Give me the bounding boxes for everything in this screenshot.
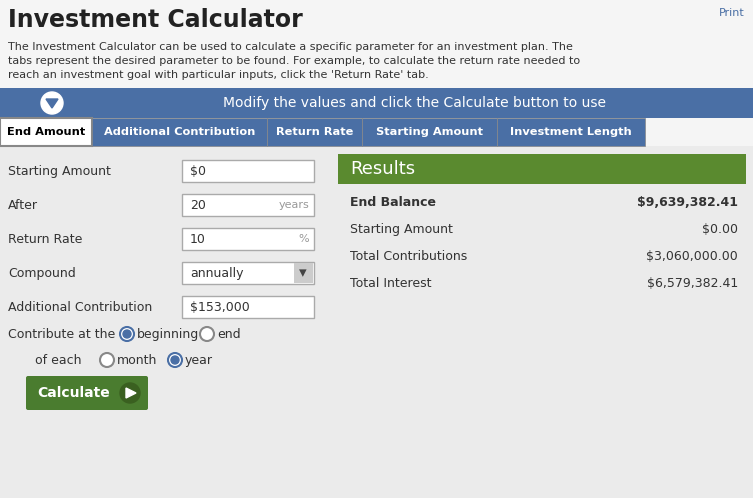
FancyBboxPatch shape [0,88,753,118]
Text: Additional Contribution: Additional Contribution [104,127,255,137]
Text: of each: of each [35,354,81,367]
FancyBboxPatch shape [497,118,645,146]
Text: Calculate: Calculate [38,386,111,400]
Text: $153,000: $153,000 [190,300,250,314]
Text: Return Rate: Return Rate [276,127,353,137]
Polygon shape [46,99,58,108]
FancyBboxPatch shape [26,376,148,410]
Text: reach an investment goal with particular inputs, click the 'Return Rate' tab.: reach an investment goal with particular… [8,70,428,80]
Text: tabs represent the desired parameter to be found. For example, to calculate the : tabs represent the desired parameter to … [8,56,580,66]
Text: $6,579,382.41: $6,579,382.41 [647,277,738,290]
FancyBboxPatch shape [338,154,746,184]
FancyBboxPatch shape [182,160,314,182]
Text: Modify the values and click the Calculate button to use: Modify the values and click the Calculat… [224,96,606,110]
Polygon shape [126,388,136,398]
Text: Return Rate: Return Rate [8,233,82,246]
Text: $3,060,000.00: $3,060,000.00 [646,250,738,263]
Circle shape [120,327,134,341]
Circle shape [120,383,140,403]
Text: Investment Length: Investment Length [510,127,632,137]
FancyBboxPatch shape [267,118,362,146]
Text: %: % [298,234,309,244]
Text: $9,639,382.41: $9,639,382.41 [637,196,738,209]
FancyBboxPatch shape [182,228,314,250]
FancyBboxPatch shape [0,146,753,498]
FancyBboxPatch shape [182,194,314,216]
Text: End Balance: End Balance [350,196,436,209]
Text: years: years [279,200,309,210]
Text: annually: annually [190,266,243,279]
Text: Total Interest: Total Interest [350,277,431,290]
Text: Print: Print [719,8,745,18]
Text: Investment Calculator: Investment Calculator [8,8,303,32]
Text: Contribute at the: Contribute at the [8,328,115,341]
Text: Additional Contribution: Additional Contribution [8,300,152,314]
FancyBboxPatch shape [182,262,314,284]
Text: Starting Amount: Starting Amount [376,127,483,137]
Text: $0: $0 [190,164,206,177]
FancyBboxPatch shape [294,263,313,283]
FancyBboxPatch shape [182,296,314,318]
Text: $0.00: $0.00 [702,223,738,236]
Text: Starting Amount: Starting Amount [350,223,453,236]
Circle shape [168,353,182,367]
Text: Compound: Compound [8,266,76,279]
Text: year: year [185,354,213,367]
Text: beginning: beginning [137,328,200,341]
Text: Starting Amount: Starting Amount [8,164,111,177]
Circle shape [100,353,114,367]
FancyBboxPatch shape [0,118,92,146]
FancyBboxPatch shape [92,118,267,146]
Circle shape [123,330,131,338]
Text: month: month [117,354,157,367]
Text: ▾: ▾ [299,265,306,280]
Text: After: After [8,199,38,212]
FancyBboxPatch shape [362,118,497,146]
Text: 20: 20 [190,199,206,212]
Text: end: end [217,328,241,341]
Text: End Amount: End Amount [7,127,85,137]
Text: Results: Results [350,160,415,178]
Circle shape [171,356,179,364]
Text: The Investment Calculator can be used to calculate a specific parameter for an i: The Investment Calculator can be used to… [8,42,573,52]
Text: 10: 10 [190,233,206,246]
Circle shape [41,92,63,114]
Text: Total Contributions: Total Contributions [350,250,468,263]
Circle shape [200,327,214,341]
